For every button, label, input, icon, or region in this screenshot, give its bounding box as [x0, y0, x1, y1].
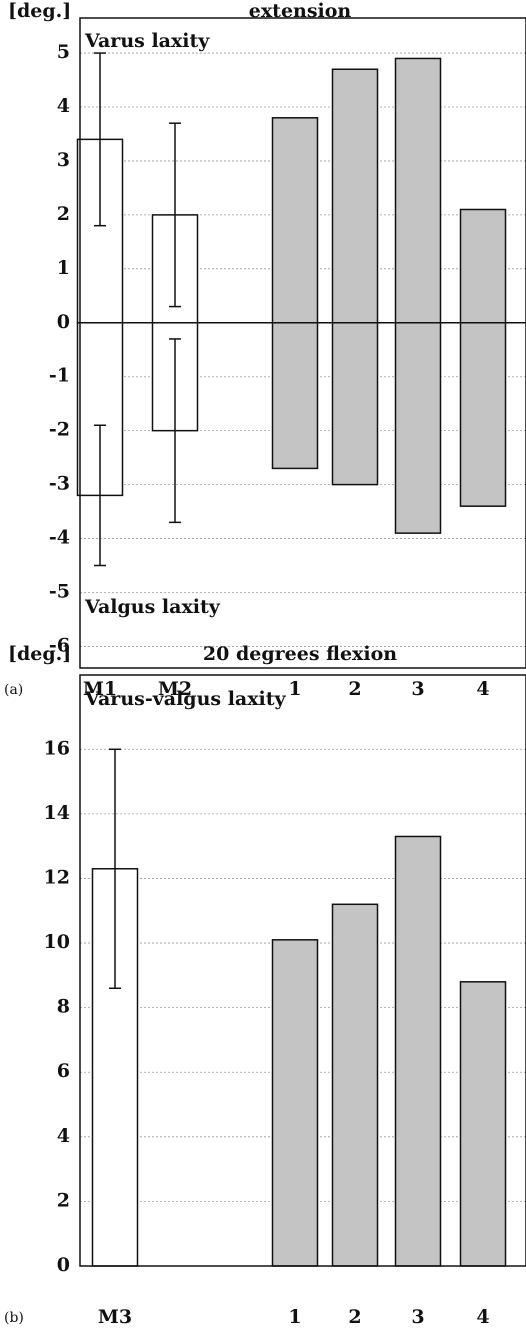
- y-tick-label: -4: [49, 527, 70, 549]
- chart-title: extension: [249, 0, 352, 22]
- x-tick-label: M3: [98, 1306, 132, 1328]
- x-tick-label: 2: [348, 678, 361, 700]
- y-tick-label: 14: [44, 802, 70, 824]
- chart-title: 20 degrees flexion: [203, 643, 397, 665]
- y-tick-label: -1: [49, 365, 70, 387]
- bar: [459, 208, 507, 324]
- y-tick-label: -3: [49, 473, 70, 495]
- x-tick-label: 4: [476, 678, 489, 700]
- y-axis-label: [deg.]: [8, 0, 71, 22]
- y-tick-label: 2: [57, 1189, 70, 1211]
- x-tick-label: M1: [83, 678, 117, 700]
- x-tick-label: 1: [288, 678, 301, 700]
- panel-label: (b): [4, 1310, 24, 1326]
- y-tick-label: 0: [57, 311, 70, 333]
- y-tick-label: 3: [57, 149, 70, 171]
- y-tick-label: 12: [44, 866, 70, 888]
- y-tick-label: 6: [57, 1060, 70, 1082]
- bar: [459, 981, 507, 1267]
- x-tick-label: 4: [476, 1306, 489, 1328]
- y-tick-label: 4: [57, 1125, 70, 1147]
- y-tick-label: 2: [57, 203, 70, 225]
- annotation: Varus-valgus laxity: [84, 688, 287, 710]
- y-tick-label: 1: [57, 257, 70, 279]
- x-tick-label: M2: [158, 678, 192, 700]
- plot-frame: [79, 17, 526, 669]
- y-axis-label: [deg.]: [8, 643, 71, 665]
- x-tick-label: 3: [411, 678, 424, 700]
- bar: [331, 322, 379, 486]
- y-tick-label: 8: [57, 996, 70, 1018]
- bar: [394, 835, 442, 1267]
- y-tick-label: 10: [44, 931, 70, 953]
- bar: [271, 939, 319, 1267]
- y-tick-label: 4: [57, 95, 70, 117]
- bar: [331, 903, 379, 1267]
- plot-frame: [79, 674, 526, 1267]
- bar: [271, 322, 319, 470]
- y-tick-label: -5: [49, 580, 70, 602]
- panel-label: (a): [4, 682, 23, 698]
- bar: [271, 117, 319, 324]
- y-tick-label: 5: [57, 41, 70, 63]
- bar: [394, 57, 442, 324]
- x-tick-label: 2: [348, 1306, 361, 1328]
- bar: [331, 68, 379, 324]
- y-tick-label: -2: [49, 419, 70, 441]
- bar: [394, 322, 442, 534]
- y-tick-label: 0: [57, 1254, 70, 1276]
- annotation: Varus laxity: [84, 30, 210, 52]
- y-tick-label: 16: [44, 737, 70, 759]
- y-tick-label: -6: [49, 634, 70, 656]
- annotation: Valgus laxity: [84, 596, 221, 618]
- x-tick-label: 3: [411, 1306, 424, 1328]
- bar: [459, 322, 507, 507]
- x-tick-label: 1: [288, 1306, 301, 1328]
